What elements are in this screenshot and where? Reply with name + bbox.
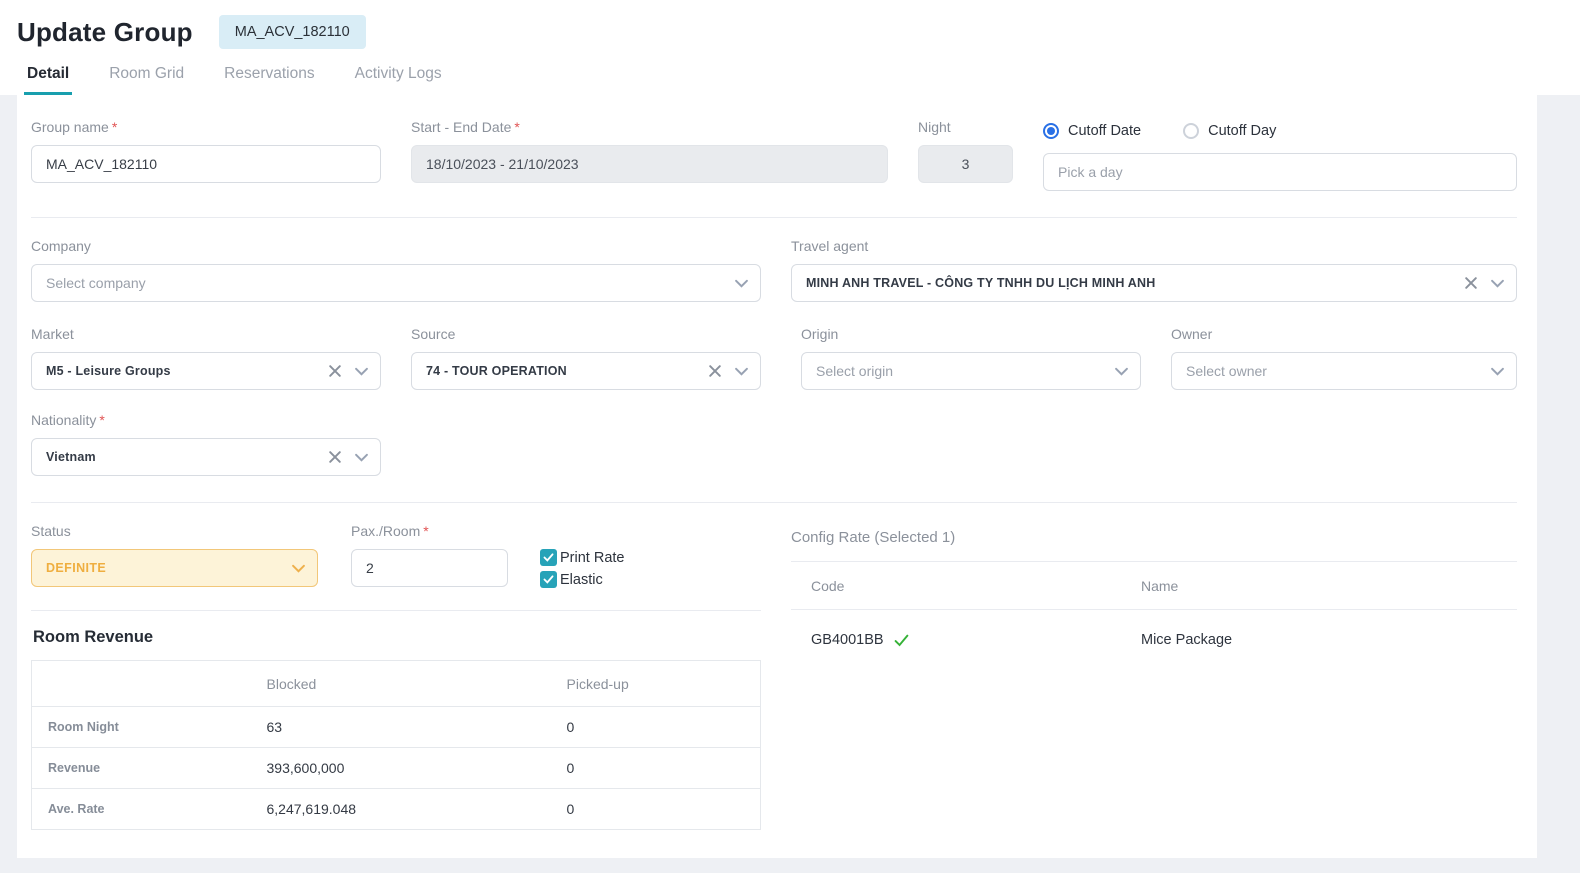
tab-activity-logs[interactable]: Activity Logs — [354, 65, 442, 82]
room-revenue-title: Room Revenue — [33, 628, 154, 646]
column-header-name: Name — [1141, 578, 1179, 594]
tab-detail[interactable]: Detail — [24, 65, 73, 95]
x-clear-icon[interactable] — [709, 365, 721, 377]
nationality-label: Nationality * — [31, 412, 105, 428]
origin-label: Origin — [801, 326, 839, 342]
status-select[interactable]: DEFINITE — [31, 549, 318, 587]
source-select[interactable]: 74 - TOUR OPERATION — [411, 352, 761, 390]
x-clear-icon[interactable] — [329, 365, 341, 377]
green-check-icon — [894, 634, 909, 647]
radio-unselected-icon — [1183, 123, 1200, 139]
tab-bar: Detail Room Grid Reservations Activity L… — [24, 65, 1580, 95]
room-revenue-table: Blocked Picked-up Room Night 63 0 Revenu… — [31, 660, 761, 830]
config-rate-title: Config Rate (Selected 1) — [791, 523, 1517, 562]
tab-room-grid[interactable]: Room Grid — [109, 65, 185, 82]
source-label: Source — [411, 326, 456, 342]
company-select[interactable]: Select company — [31, 264, 761, 302]
cutoff-date-picker[interactable] — [1043, 153, 1517, 191]
column-header-blocked: Blocked — [266, 676, 317, 692]
chevron-down-icon — [355, 367, 368, 376]
travel-agent-label: Travel agent — [791, 238, 869, 254]
chevron-down-icon — [735, 367, 748, 376]
chevron-down-icon — [355, 453, 368, 462]
table-row: Room Night 63 0 — [31, 706, 761, 748]
market-select[interactable]: M5 - Leisure Groups — [31, 352, 381, 390]
group-name-label: Group name * — [31, 119, 118, 135]
chevron-down-icon — [735, 279, 748, 288]
divider — [31, 610, 761, 611]
company-label: Company — [31, 238, 91, 254]
cutoff-date-radio[interactable]: Cutoff Date — [1043, 123, 1141, 139]
pax-room-input[interactable] — [351, 549, 508, 587]
rate-name: Mice Package — [1141, 632, 1233, 648]
divider — [31, 217, 1517, 218]
rate-checkbox-group: Print Rate Elastic — [540, 549, 624, 588]
chevron-down-icon — [1115, 367, 1128, 376]
date-range-label: Start - End Date * — [411, 119, 520, 135]
group-name-input[interactable] — [31, 145, 381, 183]
x-clear-icon[interactable] — [329, 451, 341, 463]
divider — [31, 502, 1517, 503]
page-title: Update Group — [17, 16, 193, 47]
market-label: Market — [31, 326, 74, 342]
travel-agent-select[interactable]: MINH ANH TRAVEL - CÔNG TY TNHH DU LỊCH M… — [791, 264, 1517, 302]
table-row: Ave. Rate 6,247,619.048 0 — [31, 788, 761, 830]
chevron-down-icon — [292, 564, 305, 573]
detail-panel: Group name* Start - End Date* 18/10/2023… — [17, 95, 1537, 858]
column-header-picked-up: Picked-up — [566, 676, 629, 692]
night-input: 3 — [918, 145, 1013, 183]
owner-select[interactable]: Select owner — [1171, 352, 1517, 390]
group-code-badge: MA_ACV_182110 — [218, 15, 366, 49]
date-range-input: 18/10/2023 - 21/10/2023 — [411, 145, 888, 183]
radio-selected-icon — [1043, 123, 1059, 139]
print-rate-checkbox[interactable]: Print Rate — [540, 549, 624, 566]
nationality-select[interactable]: Vietnam — [31, 438, 381, 476]
origin-select[interactable]: Select origin — [801, 352, 1141, 390]
check-icon — [540, 549, 557, 566]
table-row: Revenue 393,600,000 0 — [31, 747, 761, 789]
cutoff-day-radio[interactable]: Cutoff Day — [1183, 123, 1276, 139]
cutoff-radio-group: Cutoff Date Cutoff Day — [1043, 119, 1517, 143]
x-clear-icon[interactable] — [1465, 277, 1477, 289]
rate-code: GB4001BB — [811, 632, 884, 648]
status-label: Status — [31, 523, 71, 539]
config-rate-row[interactable]: GB4001BB Mice Package — [791, 610, 1517, 648]
page-header: Update Group MA_ACV_182110 Detail Room G… — [0, 0, 1580, 95]
night-label: Night — [918, 119, 951, 135]
check-icon — [540, 571, 557, 588]
chevron-down-icon — [1491, 279, 1504, 288]
elastic-checkbox[interactable]: Elastic — [540, 571, 624, 588]
chevron-down-icon — [1491, 367, 1504, 376]
pax-room-label: Pax./Room * — [351, 523, 429, 539]
tab-reservations[interactable]: Reservations — [224, 65, 315, 82]
config-rate-header: Code Name — [791, 562, 1517, 610]
column-header-code: Code — [811, 578, 845, 594]
owner-label: Owner — [1171, 326, 1213, 342]
